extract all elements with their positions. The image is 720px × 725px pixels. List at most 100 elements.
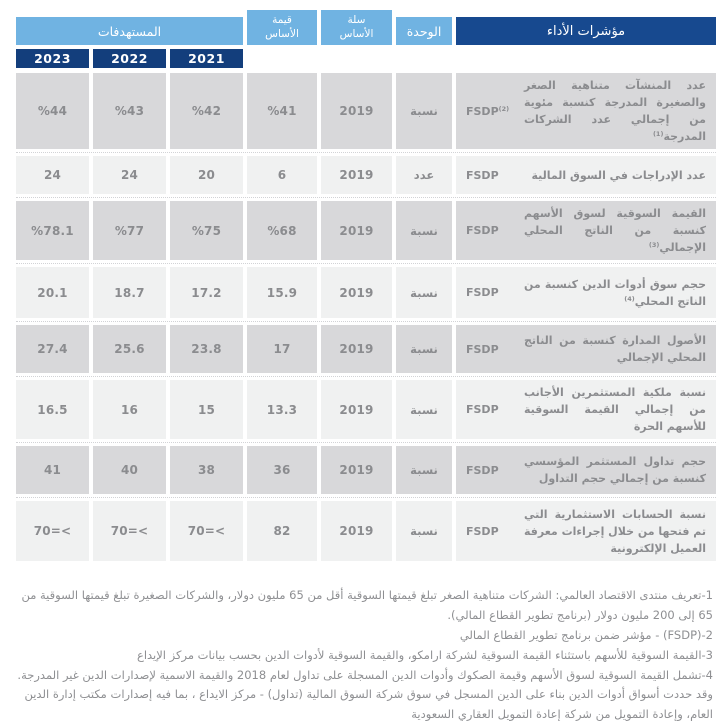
indicator-text: حجم سوق أدوات الدين كنسبة من الناتج المح… xyxy=(524,277,706,308)
footnotes: 1-تعريف منتدى الاقتصاد العالمي: الشركات … xyxy=(9,586,713,724)
header-unit: الوحدة xyxy=(396,17,452,45)
unit-cell: عدد xyxy=(396,156,452,195)
target-2023-cell: %78.1 xyxy=(16,201,89,261)
target-2022-cell: %77 xyxy=(93,201,166,261)
indicator-text: عدد المنشآت متناهية الصغر والصغيرة المدر… xyxy=(524,79,706,144)
unit-cell: نسبة xyxy=(396,446,452,495)
target-2021-cell: %42 xyxy=(170,73,243,150)
table-row: نسبة الحسابات الاستثمارية التي تم فتحها … xyxy=(16,498,716,564)
table-row: الأصول المدارة كنسبة من الناتج المحلي ال… xyxy=(16,322,716,378)
unit-cell: نسبة xyxy=(396,325,452,374)
indicators-table: مؤشرات الأداء الوحدة سلة الأساس قيمة الأ… xyxy=(16,10,716,564)
footnote-2: 2-(FSDP) - مؤشر ضمن برنامج تطوير القطاع … xyxy=(459,628,713,642)
base-value-cell: 6 xyxy=(247,156,317,195)
table-row: حجم سوق أدوات الدين كنسبة من الناتج المح… xyxy=(16,264,716,323)
target-2023-cell: 41 xyxy=(16,446,89,495)
program-label: FSDP xyxy=(466,224,499,238)
indicator-cell: نسبة ملكية المستثمرين الأجانب من إجمالي … xyxy=(456,380,716,440)
target-2021-cell: %75 xyxy=(170,201,243,261)
base-year-cell: 2019 xyxy=(321,446,392,495)
header-targets: المستهدفات xyxy=(16,17,243,45)
program-label: FSDP xyxy=(466,524,499,538)
indicator-cell: حجم تداول المستثمر المؤسسي كنسبة من إجما… xyxy=(456,446,716,495)
header-base-year-line2: الأساس xyxy=(339,27,374,40)
target-2023-cell: 70=< xyxy=(16,501,89,562)
target-2022-cell: 70=< xyxy=(93,501,166,562)
base-year-cell: 2019 xyxy=(321,156,392,195)
base-value-cell: 36 xyxy=(247,446,317,495)
base-value-cell: 17 xyxy=(247,325,317,374)
program-label: FSDP xyxy=(466,168,499,182)
header-base-value-line1: قيمة xyxy=(272,13,292,26)
unit-cell: نسبة xyxy=(396,73,452,150)
unit-cell: نسبة xyxy=(396,380,452,440)
target-2023-cell: 20.1 xyxy=(16,267,89,319)
base-year-cell: 2019 xyxy=(321,380,392,440)
table-row: عدد الإدراجات في السوق المالية FSDP عدد … xyxy=(16,153,716,199)
table-header-row: مؤشرات الأداء الوحدة سلة الأساس قيمة الأ… xyxy=(16,10,716,45)
base-year-cell: 2019 xyxy=(321,501,392,562)
footnote-4: 4-تشمل القيمة السوقية لسوق الأسهم وقيمة … xyxy=(17,667,713,722)
footnote-3: 3-القيمة السوقية للأسهم باستثناء القيمة … xyxy=(136,647,713,662)
unit-cell: نسبة xyxy=(396,201,452,261)
base-value-cell: 13.3 xyxy=(247,380,317,440)
header-performance-indicators-label: مؤشرات الأداء xyxy=(546,23,626,39)
target-2023-cell: %44 xyxy=(16,73,89,150)
base-year-cell: 2019 xyxy=(321,325,392,374)
unit-cell: نسبة xyxy=(396,501,452,562)
indicator-cell: حجم سوق أدوات الدين كنسبة من الناتج المح… xyxy=(456,267,716,319)
program-label: FSDP xyxy=(466,463,499,477)
header-performance-indicators: مؤشرات الأداء xyxy=(456,17,716,45)
base-value-cell: 15.9 xyxy=(247,267,317,319)
target-2022-cell: %43 xyxy=(93,73,166,150)
target-2022-cell: 40 xyxy=(93,446,166,495)
base-year-cell: 2019 xyxy=(321,201,392,261)
target-2021-cell: 38 xyxy=(170,446,243,495)
program-label: FSDP xyxy=(466,342,499,356)
indicator-cell: الأصول المدارة كنسبة من الناتج المحلي ال… xyxy=(456,325,716,374)
base-year-cell: 2019 xyxy=(321,267,392,319)
indicator-text: القيمة السوقية لسوق الأسهم كنسبة من النا… xyxy=(524,207,706,255)
target-2022-cell: 16 xyxy=(93,380,166,440)
table-body: عدد المنشآت متناهية الصغر والصغيرة المدر… xyxy=(16,70,716,564)
base-year-cell: 2019 xyxy=(321,73,392,150)
target-2023-cell: 16.5 xyxy=(16,380,89,440)
indicator-text: حجم تداول المستثمر المؤسسي كنسبة من إجما… xyxy=(524,455,706,486)
table-row: القيمة السوقية لسوق الأسهم كنسبة من النا… xyxy=(16,198,716,265)
target-2022-cell: 24 xyxy=(93,156,166,195)
indicator-cell: نسبة الحسابات الاستثمارية التي تم فتحها … xyxy=(456,501,716,562)
table-years-row: 2021 2022 2023 xyxy=(16,49,716,68)
header-targets-label: المستهدفات xyxy=(97,23,162,39)
year-2022-header: 2022 xyxy=(93,49,166,68)
target-2021-cell: 23.8 xyxy=(170,325,243,374)
program-label: FSDP xyxy=(466,403,499,417)
program-label: FSDP xyxy=(466,286,499,300)
target-2021-cell: 15 xyxy=(170,380,243,440)
base-value-cell: 82 xyxy=(247,501,317,562)
indicator-text: نسبة الحسابات الاستثمارية التي تم فتحها … xyxy=(524,507,706,555)
footnote-1: 1-تعريف منتدى الاقتصاد العالمي: الشركات … xyxy=(21,588,713,623)
indicator-cell: عدد المنشآت متناهية الصغر والصغيرة المدر… xyxy=(456,73,716,150)
year-2023-header: 2023 xyxy=(16,49,89,68)
header-base-year: سلة الأساس xyxy=(321,10,392,45)
target-2023-cell: 24 xyxy=(16,156,89,195)
target-2022-cell: 25.6 xyxy=(93,325,166,374)
header-unit-label: الوحدة xyxy=(406,23,442,39)
indicator-text: نسبة ملكية المستثمرين الأجانب من إجمالي … xyxy=(524,386,706,434)
unit-cell: نسبة xyxy=(396,267,452,319)
target-2021-cell: 17.2 xyxy=(170,267,243,319)
target-2021-cell: 20 xyxy=(170,156,243,195)
base-value-cell: %68 xyxy=(247,201,317,261)
base-value-cell: %41 xyxy=(247,73,317,150)
target-2021-cell: 70=< xyxy=(170,501,243,562)
indicator-cell: عدد الإدراجات في السوق المالية FSDP xyxy=(456,156,716,195)
table-row: نسبة ملكية المستثمرين الأجانب من إجمالي … xyxy=(16,377,716,444)
table-row: عدد المنشآت متناهية الصغر والصغيرة المدر… xyxy=(16,70,716,154)
header-base-value-line2: الأساس xyxy=(265,27,299,40)
table-row: حجم تداول المستثمر المؤسسي كنسبة من إجما… xyxy=(16,443,716,499)
indicator-text: عدد الإدراجات في السوق المالية xyxy=(531,168,706,182)
target-2023-cell: 27.4 xyxy=(16,325,89,374)
indicator-text: الأصول المدارة كنسبة من الناتج المحلي ال… xyxy=(524,334,706,365)
header-base-year-line1: سلة xyxy=(347,13,366,26)
indicator-cell: القيمة السوقية لسوق الأسهم كنسبة من النا… xyxy=(456,201,716,261)
